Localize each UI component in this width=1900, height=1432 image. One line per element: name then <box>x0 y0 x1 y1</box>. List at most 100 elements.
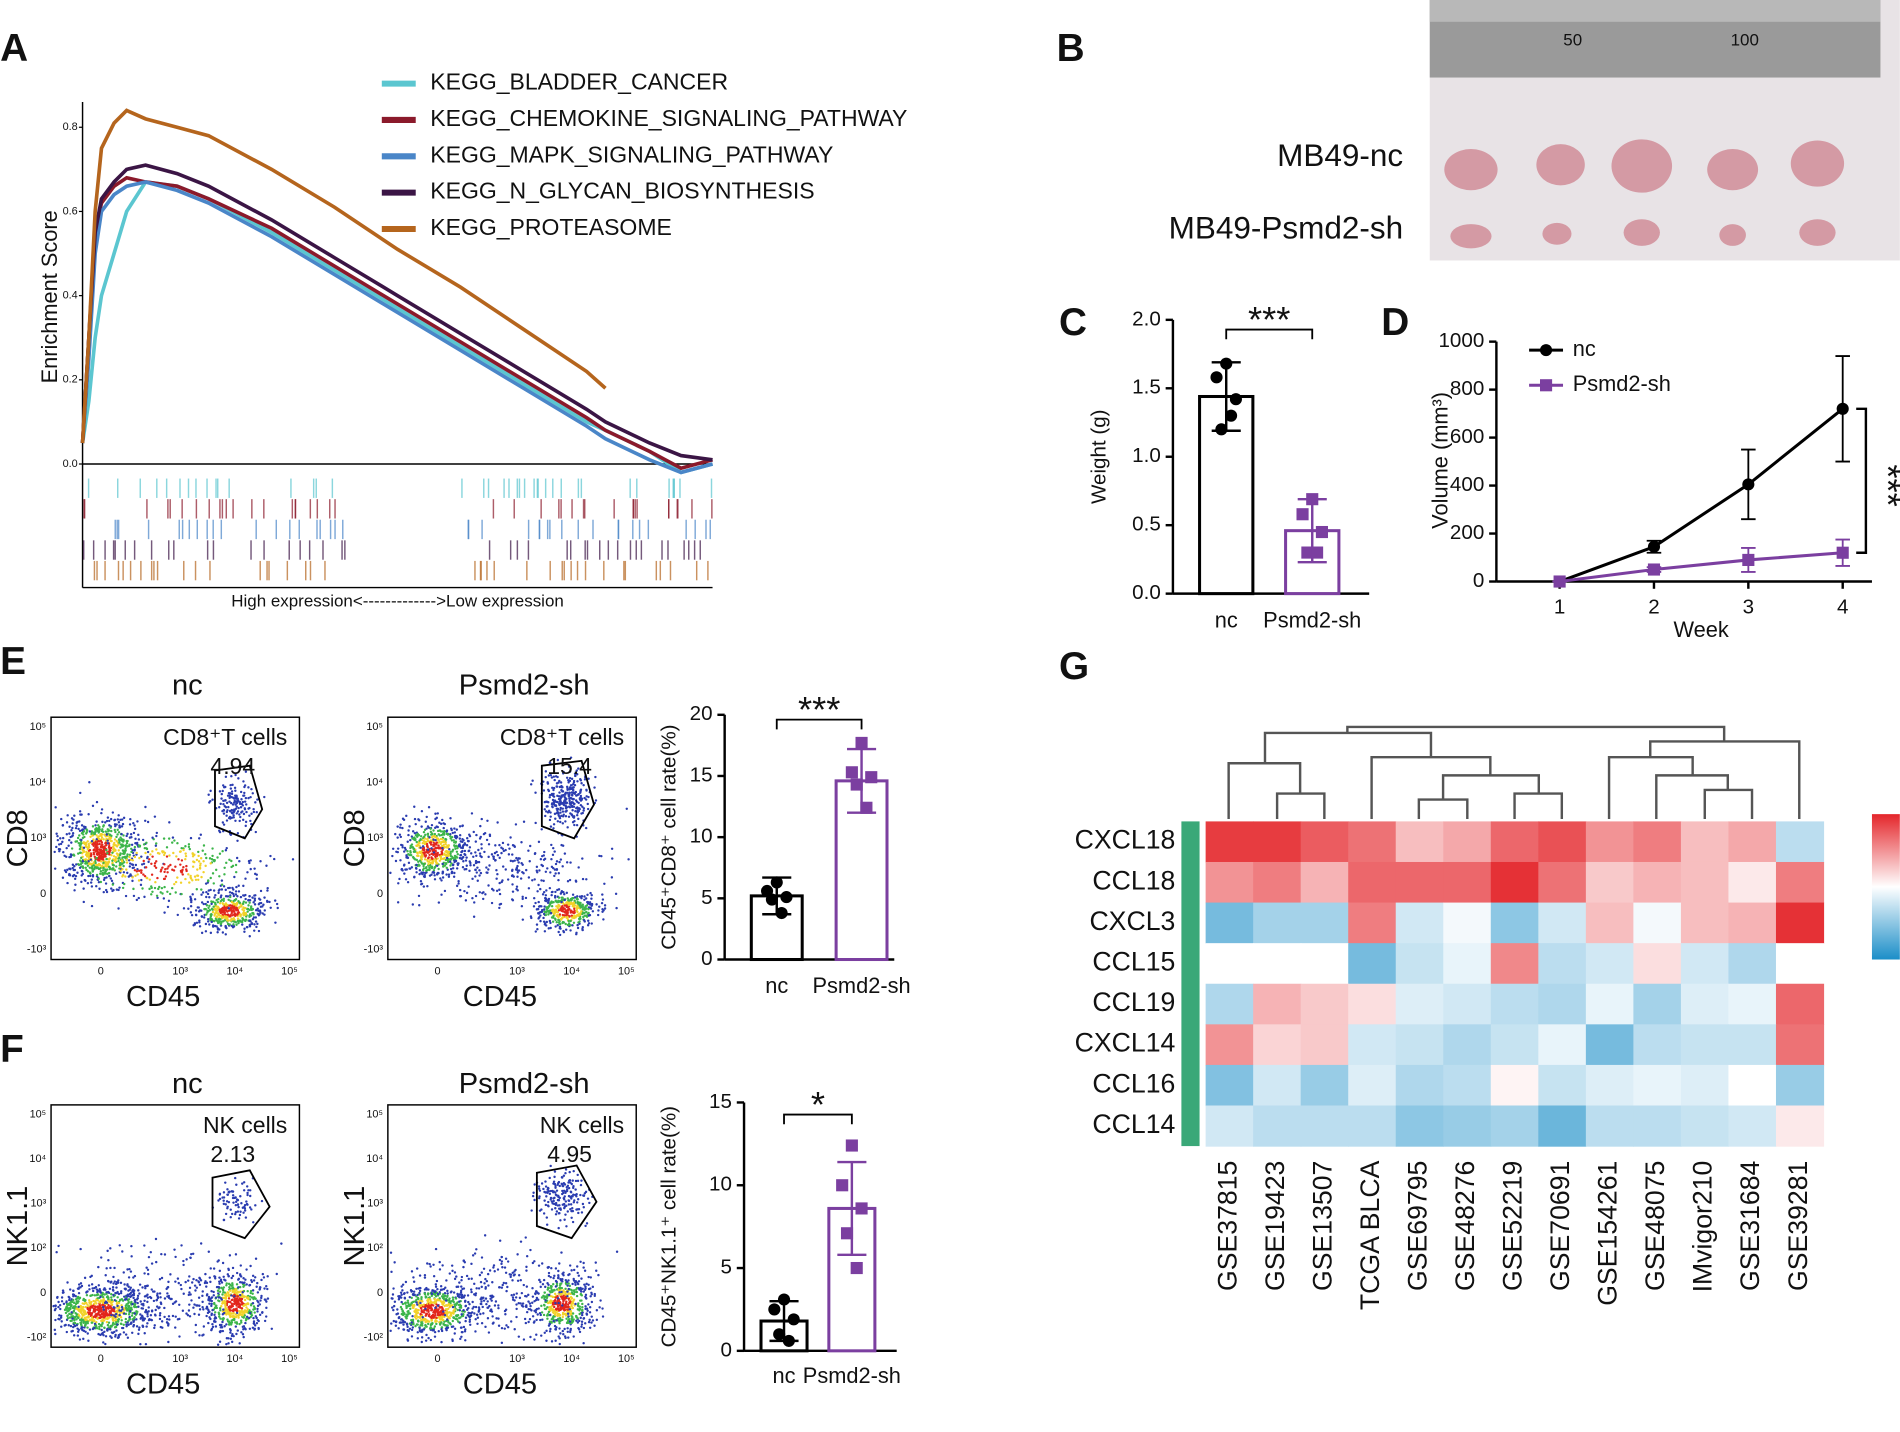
series-line <box>80 180 714 475</box>
flow-dot <box>437 901 441 904</box>
flow-dot <box>468 846 472 849</box>
flow-dot <box>253 929 256 932</box>
flow-dot <box>92 864 96 867</box>
flow-dot <box>135 870 139 873</box>
flow-dot <box>164 875 168 878</box>
flow-dot <box>110 879 114 883</box>
flow-dot <box>262 1276 266 1279</box>
flow-dot <box>136 1294 140 1298</box>
flow-dot <box>554 872 557 875</box>
flow-dot <box>248 923 251 927</box>
flow-dot <box>291 858 295 861</box>
flow-dot <box>214 1311 217 1314</box>
heatmap-cell <box>1205 1105 1254 1147</box>
flow-dot <box>405 868 408 871</box>
flow-dot <box>103 876 106 880</box>
flow-dot <box>139 1317 142 1320</box>
heatmap-cell <box>1538 1024 1587 1066</box>
flow-dot <box>405 854 408 857</box>
flow-dot <box>546 805 549 808</box>
flow-dot <box>539 887 542 891</box>
flow-dot <box>474 875 477 878</box>
flow-dot <box>460 850 463 854</box>
flow-dot <box>88 781 91 784</box>
flow-dot <box>576 780 579 783</box>
heatmap-cell <box>1728 902 1777 944</box>
flow-dot <box>422 862 425 866</box>
flow-dot <box>156 896 159 900</box>
flow-dot <box>581 805 584 808</box>
flow-dot <box>234 807 238 811</box>
flow-dot <box>218 917 221 921</box>
flow-dot <box>544 810 548 813</box>
flow-dot <box>487 884 490 887</box>
flow-dot <box>228 914 231 917</box>
flow-dot <box>553 850 556 853</box>
flow-dot <box>474 894 478 898</box>
flow-dot <box>60 817 63 821</box>
flow-dot <box>111 1323 114 1327</box>
flow-dot <box>241 919 244 922</box>
flow-dot <box>217 889 221 892</box>
heatmap-cell <box>1490 983 1539 1025</box>
flow-dot <box>556 900 559 904</box>
flow-dot <box>156 851 160 855</box>
flow-dot <box>69 1304 73 1308</box>
flow-dot <box>61 840 64 844</box>
flow-dot <box>463 849 467 853</box>
flow-dot <box>580 798 583 801</box>
flow-dot <box>244 877 247 880</box>
flow-dot <box>245 907 249 911</box>
flow-dot <box>515 856 518 860</box>
flow-dot <box>160 886 164 890</box>
flow-dot <box>129 818 132 821</box>
flow-dot <box>511 890 515 893</box>
flow-dot <box>109 1306 113 1310</box>
flow-dot <box>81 870 84 873</box>
flow-dot <box>163 1306 166 1310</box>
flow-dot <box>215 925 218 928</box>
flow-dot <box>208 904 211 908</box>
flow-dot <box>500 851 503 855</box>
flow-dot <box>146 850 150 854</box>
flow-dot <box>531 879 534 882</box>
flow-dot <box>124 1333 128 1336</box>
flow-dot <box>166 871 169 874</box>
flow-dot <box>243 930 246 933</box>
flow-dot <box>233 786 237 790</box>
heatmap-cell <box>1348 1064 1397 1107</box>
flow-dot <box>230 918 233 921</box>
flow-dot <box>261 1310 264 1314</box>
flow-dot <box>425 840 428 844</box>
flow-dot <box>490 901 494 905</box>
flow-dot <box>578 922 581 925</box>
flow-dot <box>219 802 222 806</box>
flow-dot <box>245 1310 248 1314</box>
flow-dot <box>81 848 84 851</box>
flow-dot <box>218 1290 222 1293</box>
flow-dot <box>133 849 136 852</box>
flow-dot <box>109 1328 112 1331</box>
flow-dot <box>411 903 415 906</box>
flow-dot <box>65 1330 69 1334</box>
flow-dot <box>236 895 239 898</box>
flow-dot <box>487 868 490 871</box>
flow-dot <box>254 916 258 919</box>
heatmap-cell <box>1300 1105 1349 1147</box>
flow-dot <box>556 820 560 823</box>
flow-dot <box>161 892 164 895</box>
flow-dot <box>130 850 133 854</box>
flow-y-tick: 10⁵ <box>30 721 47 733</box>
flow-dot <box>62 850 65 854</box>
flow-dot <box>570 791 574 794</box>
flow-dot <box>274 921 277 924</box>
flow-dot <box>593 786 596 789</box>
flow-dot <box>229 895 232 899</box>
flow-dot <box>103 1326 106 1329</box>
flow-dot <box>115 839 118 843</box>
flow-dot <box>89 1313 93 1316</box>
flow-dot <box>259 911 262 914</box>
flow-dot <box>561 822 565 825</box>
flow-dot <box>566 908 570 912</box>
flow-dot <box>106 1313 109 1317</box>
